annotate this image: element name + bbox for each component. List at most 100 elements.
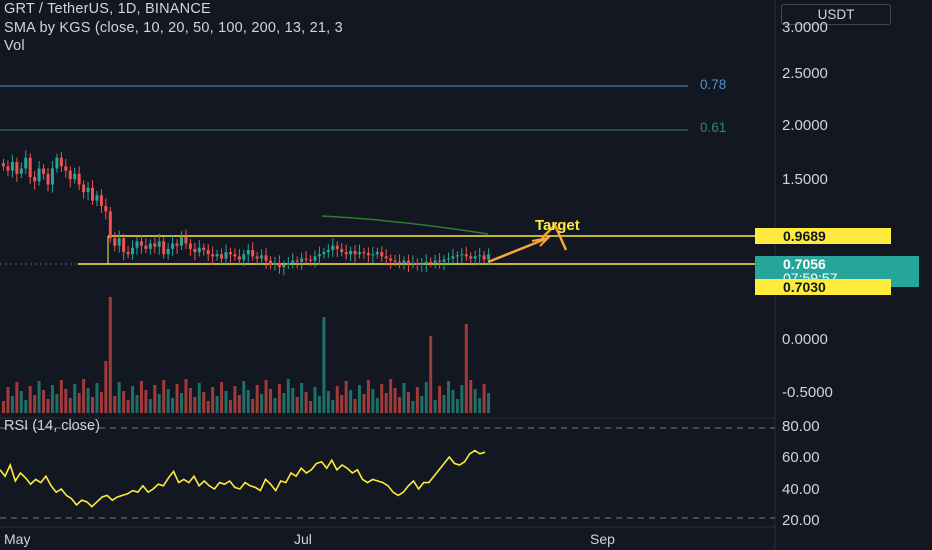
volume-bar: [175, 384, 179, 413]
volume-bar: [358, 385, 361, 413]
volume-bar: [375, 398, 379, 413]
candle-body: [135, 241, 139, 248]
candle-body: [188, 243, 192, 249]
time-tick: May: [4, 531, 31, 547]
volume-bar: [487, 393, 491, 413]
volume-bar: [335, 386, 339, 413]
volume-bar: [33, 395, 37, 413]
volume-bars-group: [2, 297, 491, 413]
volume-bar: [340, 395, 344, 413]
candle-body: [487, 254, 491, 260]
volume-bar: [295, 397, 299, 413]
volume-bar: [402, 383, 406, 413]
time-tick: Jul: [294, 531, 312, 547]
candle-body: [447, 258, 450, 260]
currency-selector[interactable]: USDT: [781, 4, 891, 25]
price-tick: 1.5000: [782, 171, 828, 188]
candle-body: [104, 206, 108, 212]
candle-body: [220, 254, 224, 259]
volume-bar: [406, 392, 410, 413]
volume-bar: [246, 390, 250, 413]
volume-bar: [447, 381, 450, 413]
volume-legend[interactable]: Vol: [4, 38, 25, 54]
candle-body: [166, 248, 170, 255]
fib-label-061: 0.61: [700, 120, 727, 135]
volume-bar: [55, 394, 59, 413]
volume-bar: [68, 398, 72, 413]
volume-bar: [162, 380, 166, 413]
candle-body: [344, 252, 348, 255]
volume-bar: [86, 388, 90, 413]
volume-bar: [42, 390, 46, 413]
candle-body: [162, 241, 166, 255]
volume-bar: [469, 380, 473, 413]
volume-bar: [104, 361, 108, 413]
candle-body: [277, 262, 281, 268]
rsi-tick: 20.00: [782, 512, 820, 529]
resistance-price-tag: 0.9689: [755, 228, 891, 244]
candle-body: [184, 237, 188, 244]
volume-bar: [313, 387, 317, 413]
candle-body: [175, 243, 179, 246]
volume-bar: [389, 379, 393, 413]
candle-body: [291, 260, 295, 263]
candle-body: [68, 170, 72, 180]
candle-body: [246, 249, 250, 255]
candle-body: [304, 258, 308, 260]
volume-bar: [220, 382, 224, 413]
candle-body: [24, 157, 28, 169]
candle-body: [415, 262, 419, 265]
target-annotation[interactable]: Target: [535, 217, 580, 234]
volume-bar: [260, 394, 264, 413]
volume-bar: [144, 390, 148, 413]
volume-bar: [153, 385, 157, 413]
candle-body: [469, 256, 473, 259]
candle-body: [295, 260, 299, 262]
candle-body: [2, 163, 5, 167]
volume-bar: [19, 391, 23, 413]
candle-body: [228, 252, 232, 255]
volume-bar: [50, 385, 54, 413]
candle-body: [273, 262, 277, 265]
volume-bar: [193, 397, 197, 413]
candle-body: [460, 254, 464, 256]
candle-body: [148, 243, 152, 249]
volume-bar: [188, 388, 192, 413]
rsi-legend[interactable]: RSI (14, close): [4, 418, 100, 434]
candle-body: [429, 261, 433, 263]
volume-bar: [251, 399, 255, 413]
support-price-tag: 0.7030: [755, 279, 891, 295]
fib-label-078: 0.78: [700, 77, 727, 92]
volume-bar: [304, 392, 308, 413]
volume-bar: [326, 391, 330, 413]
volume-bar: [228, 400, 232, 413]
volume-bar: [15, 382, 19, 413]
volume-bar: [344, 381, 348, 413]
volume-bar: [384, 393, 388, 413]
volume-bar: [131, 386, 135, 413]
target-arrow: [487, 236, 549, 264]
volume-bar: [117, 382, 121, 413]
candle-body: [260, 255, 264, 259]
volume-bar: [37, 381, 41, 413]
price-tick: 2.0000: [782, 117, 828, 134]
candle-body: [406, 260, 410, 264]
candle-body: [300, 258, 304, 262]
volume-bar: [309, 401, 313, 413]
candle-body: [255, 256, 259, 259]
volume-bar: [184, 379, 188, 413]
volume-bar: [460, 385, 464, 413]
candle-body: [464, 254, 468, 257]
rsi-tick: 40.00: [782, 481, 820, 498]
candle-body: [19, 168, 23, 174]
volume-bar: [371, 389, 375, 413]
volume-bar: [317, 396, 321, 413]
candle-body: [59, 157, 63, 167]
volume-bar: [300, 383, 304, 413]
volume-bar: [438, 386, 442, 413]
candle-body: [331, 245, 335, 250]
rsi-tick: 60.00: [782, 449, 820, 466]
candle-body: [122, 238, 126, 253]
indicator-legend[interactable]: SMA by KGS (close, 10, 20, 50, 100, 200,…: [4, 20, 343, 36]
